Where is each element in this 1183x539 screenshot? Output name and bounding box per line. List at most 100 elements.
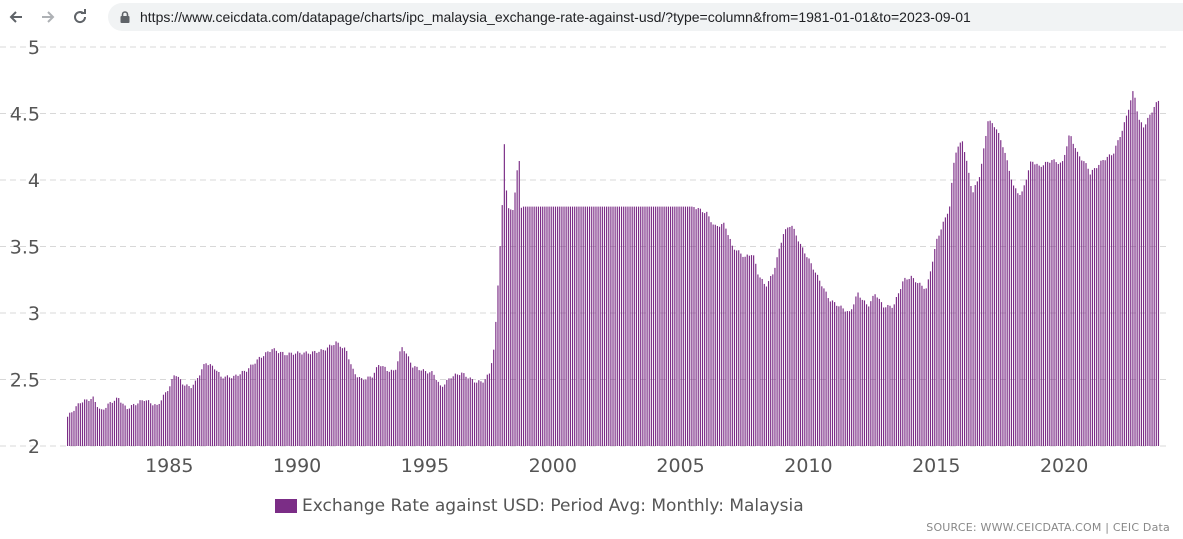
bar[interactable] [165,392,167,446]
bar[interactable] [885,307,887,446]
bar[interactable] [846,311,848,446]
bar[interactable] [625,206,627,446]
bar[interactable] [957,146,959,446]
bar[interactable] [552,206,554,446]
bar[interactable] [861,299,863,446]
bar[interactable] [678,206,680,446]
bar[interactable] [972,192,974,446]
bar[interactable] [182,384,184,446]
bar[interactable] [73,410,75,446]
bar[interactable] [1089,174,1091,446]
bar[interactable] [659,206,661,446]
bar[interactable] [341,348,344,446]
bar[interactable] [834,302,836,446]
bar[interactable] [870,301,872,446]
bar[interactable] [493,349,495,446]
bar[interactable] [603,206,606,446]
bar[interactable] [535,206,537,446]
bar[interactable] [211,365,214,446]
bar[interactable] [386,371,388,446]
bar[interactable] [1117,140,1119,447]
bar[interactable] [1076,151,1079,447]
bar[interactable] [265,352,267,446]
bar[interactable] [103,409,105,446]
bar[interactable] [467,378,469,446]
bar[interactable] [88,400,90,446]
bar[interactable] [718,226,721,446]
bar[interactable] [454,373,456,446]
bar[interactable] [780,242,782,446]
bar[interactable] [522,206,525,446]
bar[interactable] [363,379,365,446]
bar[interactable] [1072,143,1074,446]
bar[interactable] [616,206,618,446]
bar[interactable] [910,275,912,446]
bar[interactable] [878,298,880,446]
bar[interactable] [567,206,569,446]
bar[interactable] [486,374,488,446]
bar[interactable] [312,351,314,446]
lock-icon[interactable] [120,11,130,23]
bar[interactable] [365,379,367,446]
bar[interactable] [214,369,216,446]
bar[interactable] [612,206,614,446]
bar[interactable] [1002,147,1004,446]
bar[interactable] [853,304,855,446]
bar[interactable] [92,396,94,446]
bar[interactable] [914,282,917,446]
bar[interactable] [851,309,853,446]
bar[interactable] [704,213,706,446]
bar[interactable] [727,235,729,446]
bar[interactable] [919,282,921,446]
bar[interactable] [118,398,120,446]
bar[interactable] [361,378,363,446]
bar[interactable] [949,206,951,446]
bar[interactable] [533,206,535,446]
bar[interactable] [584,206,586,446]
bar[interactable] [422,369,424,446]
bar[interactable] [186,384,188,446]
bar[interactable] [1034,164,1036,446]
bar[interactable] [196,378,199,446]
bar[interactable] [1149,114,1151,446]
bar[interactable] [791,225,793,446]
bar[interactable] [582,206,584,446]
bar[interactable] [518,161,520,446]
bar[interactable] [1130,100,1132,446]
bar[interactable] [260,357,263,446]
bar[interactable] [569,206,571,446]
bar[interactable] [1057,164,1059,446]
bar[interactable] [865,304,868,446]
bar[interactable] [876,297,878,446]
bar[interactable] [1030,161,1032,446]
bar[interactable] [316,352,318,446]
bar[interactable] [388,371,390,446]
bar[interactable] [991,123,993,447]
bar[interactable] [1010,179,1013,446]
bar[interactable] [687,206,689,446]
bar[interactable] [439,385,442,446]
bar[interactable] [593,206,595,446]
bar[interactable] [1151,112,1153,446]
bar[interactable] [105,407,107,446]
bar[interactable] [987,121,989,446]
bar[interactable] [77,403,79,446]
bar[interactable] [288,352,290,446]
bar[interactable] [863,300,866,446]
bar[interactable] [309,354,312,446]
bar[interactable] [1061,161,1064,446]
bar[interactable] [642,206,644,446]
bar[interactable] [1027,170,1030,446]
bar[interactable] [284,355,286,446]
bar[interactable] [963,152,966,446]
bar[interactable] [199,375,201,446]
bar[interactable] [755,263,757,446]
bar[interactable] [1023,185,1025,446]
bar[interactable] [868,306,870,446]
bar[interactable] [848,311,851,446]
bar[interactable] [785,229,787,446]
bar[interactable] [650,206,652,446]
bar[interactable] [495,321,497,446]
bar[interactable] [233,375,235,446]
bar[interactable] [282,351,284,446]
